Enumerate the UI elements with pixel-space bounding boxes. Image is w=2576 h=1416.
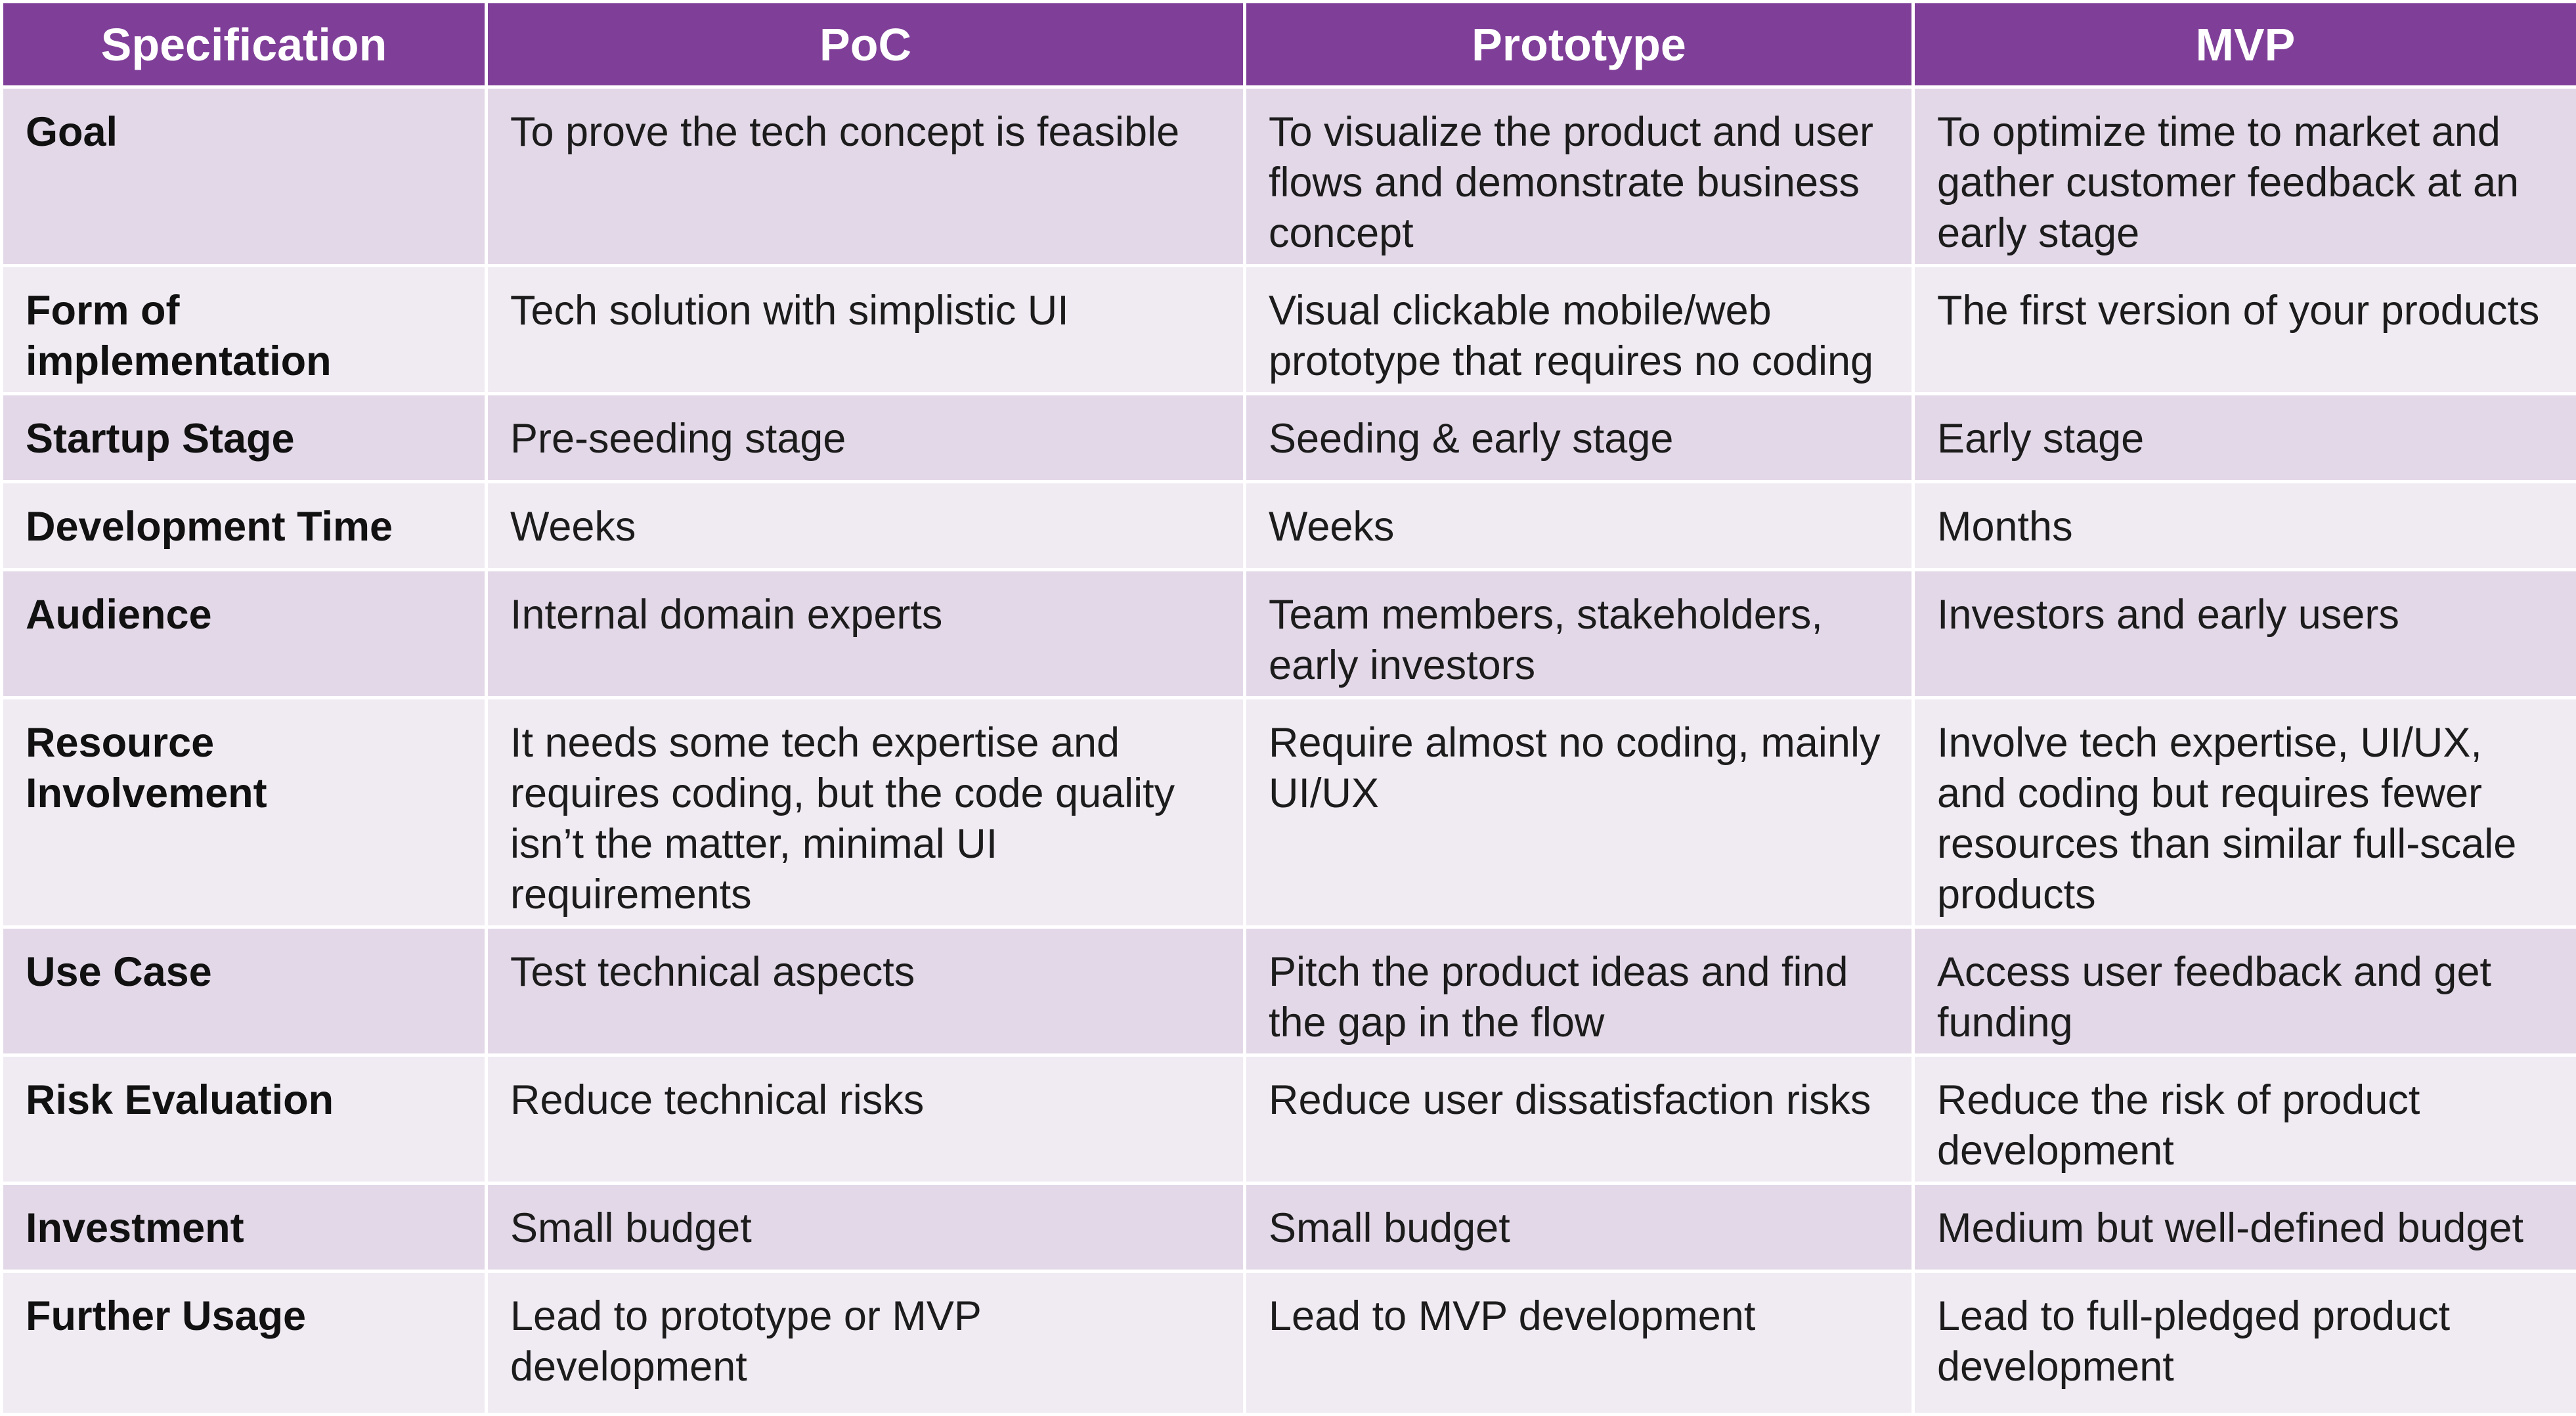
cell-poc: Reduce technical risks [487,1055,1245,1184]
row-label: Resource Involvement [2,698,487,927]
header-poc: PoC [487,2,1245,87]
row-label: Further Usage [2,1272,487,1415]
cell-mvp: The first version of your products [1913,266,2576,394]
row-label: Use Case [2,927,487,1055]
cell-prototype: Team members, stakeholders, early invest… [1245,570,1913,698]
cell-poc: Weeks [487,482,1245,570]
cell-poc: To prove the tech concept is feasible [487,87,1245,266]
table-row-form-of-implementation: Form of implementation Tech solution wit… [2,266,2576,394]
row-label: Development Time [2,482,487,570]
table-row-further-usage: Further Usage Lead to prototype or MVP d… [2,1272,2576,1415]
table-row-investment: Investment Small budget Small budget Med… [2,1184,2576,1272]
table-row-goal: Goal To prove the tech concept is feasib… [2,87,2576,266]
table-row-resource-involvement: Resource Involvement It needs some tech … [2,698,2576,927]
cell-prototype: Visual clickable mobile/web prototype th… [1245,266,1913,394]
cell-poc: It needs some tech expertise and require… [487,698,1245,927]
cell-mvp: Access user feedback and get funding [1913,927,2576,1055]
cell-mvp: Reduce the risk of product development [1913,1055,2576,1184]
cell-prototype: Lead to MVP development [1245,1272,1913,1415]
cell-poc: Tech solution with simplistic UI [487,266,1245,394]
cell-prototype: Weeks [1245,482,1913,570]
cell-prototype: To visualize the product and user flows … [1245,87,1913,266]
cell-prototype: Reduce user dissatisfaction risks [1245,1055,1913,1184]
comparison-table-container: Specification PoC Prototype MVP Goal To … [0,0,2576,1380]
cell-mvp: Months [1913,482,2576,570]
cell-poc: Internal domain experts [487,570,1245,698]
table-row-use-case: Use Case Test technical aspects Pitch th… [2,927,2576,1055]
cell-prototype: Seeding & early stage [1245,394,1913,482]
table-row-risk-evaluation: Risk Evaluation Reduce technical risks R… [2,1055,2576,1184]
cell-poc: Pre-seeding stage [487,394,1245,482]
cell-mvp: To optimize time to market and gather cu… [1913,87,2576,266]
row-label: Form of implementation [2,266,487,394]
row-label: Goal [2,87,487,266]
cell-mvp: Medium but well-defined budget [1913,1184,2576,1272]
cell-poc: Small budget [487,1184,1245,1272]
table-row-audience: Audience Internal domain experts Team me… [2,570,2576,698]
cell-prototype: Pitch the product ideas and find the gap… [1245,927,1913,1055]
cell-prototype: Require almost no coding, mainly UI/UX [1245,698,1913,927]
row-label: Startup Stage [2,394,487,482]
cell-mvp: Early stage [1913,394,2576,482]
cell-prototype: Small budget [1245,1184,1913,1272]
cell-mvp: Involve tech expertise, UI/UX, and codin… [1913,698,2576,927]
header-mvp: MVP [1913,2,2576,87]
cell-poc: Test technical aspects [487,927,1245,1055]
table-row-startup-stage: Startup Stage Pre-seeding stage Seeding … [2,394,2576,482]
header-specification: Specification [2,2,487,87]
row-label: Investment [2,1184,487,1272]
table-row-development-time: Development Time Weeks Weeks Months [2,482,2576,570]
row-label: Audience [2,570,487,698]
cell-mvp: Lead to full-pledged product development [1913,1272,2576,1415]
cell-mvp: Investors and early users [1913,570,2576,698]
row-label: Risk Evaluation [2,1055,487,1184]
cell-poc: Lead to prototype or MVP development [487,1272,1245,1415]
header-prototype: Prototype [1245,2,1913,87]
table-header-row: Specification PoC Prototype MVP [2,2,2576,87]
